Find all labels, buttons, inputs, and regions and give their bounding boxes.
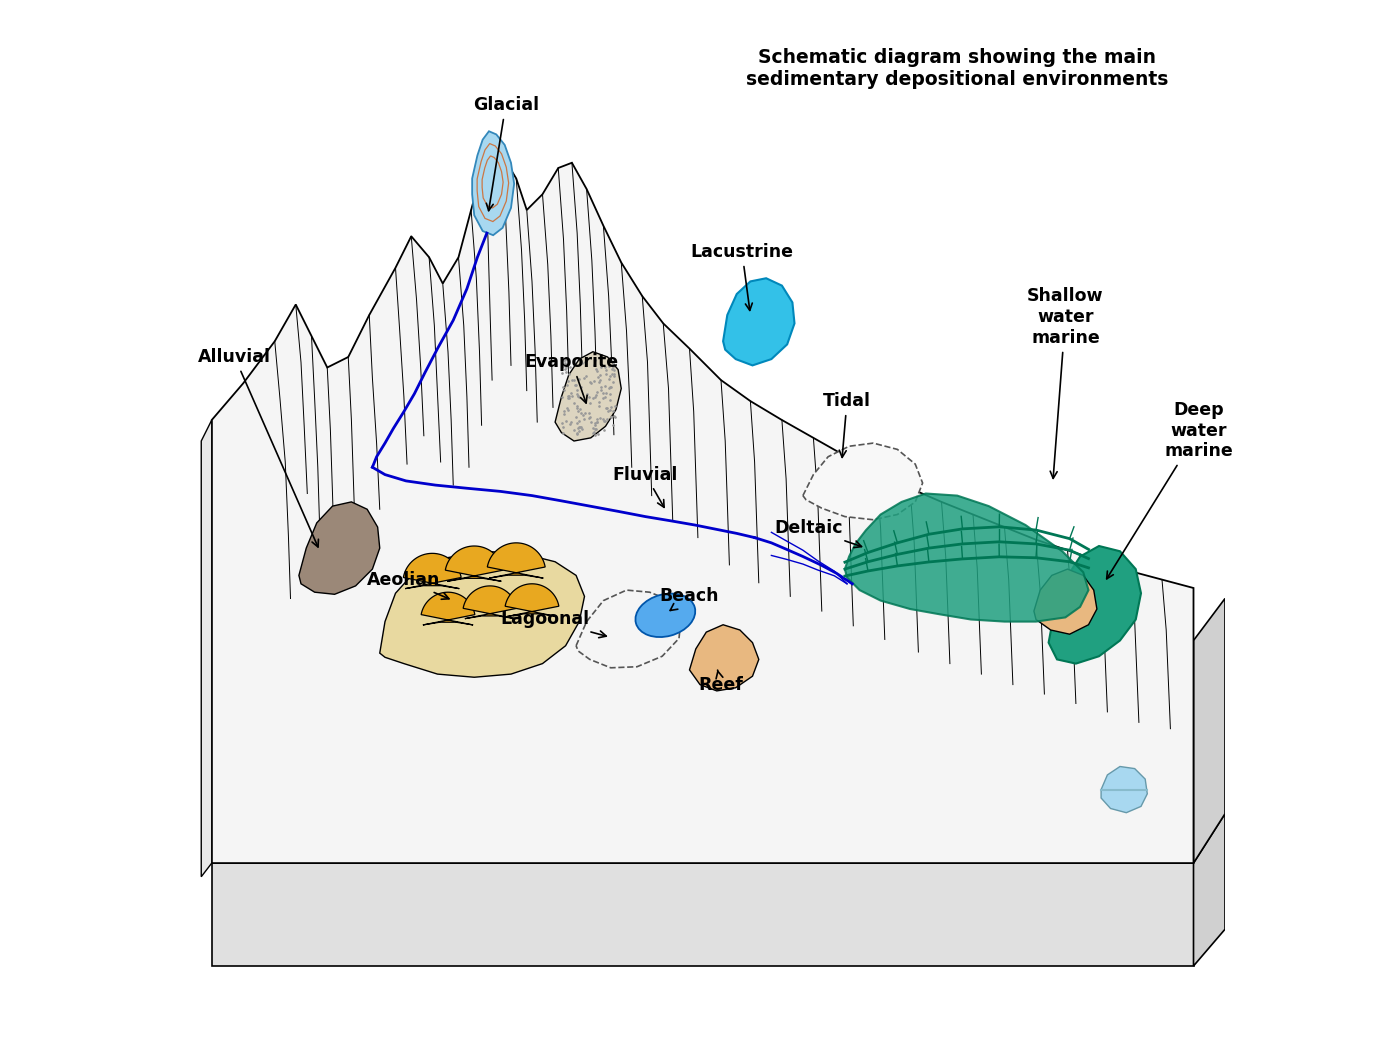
Polygon shape [804,443,923,520]
Polygon shape [724,278,795,365]
Text: Evaporite: Evaporite [525,353,619,403]
Polygon shape [1100,766,1148,813]
Polygon shape [463,586,517,618]
Text: Reef: Reef [699,670,743,694]
Text: Schematic diagram showing the main
sedimentary depositional environments: Schematic diagram showing the main sedim… [746,47,1169,89]
Ellipse shape [636,593,696,637]
Text: Deltaic: Deltaic [774,519,861,548]
Polygon shape [472,131,514,235]
Polygon shape [554,352,622,441]
Text: Beach: Beach [659,587,720,610]
Polygon shape [1049,546,1141,664]
Polygon shape [379,551,585,677]
Text: Aeolian: Aeolian [367,570,449,600]
Polygon shape [505,584,559,616]
Polygon shape [211,136,1193,863]
Text: Deep
water
marine: Deep water marine [1106,401,1233,579]
Text: Shallow
water
marine: Shallow water marine [1028,288,1103,479]
Polygon shape [445,546,503,582]
Polygon shape [300,502,379,594]
Polygon shape [211,863,1193,966]
Text: Lagoonal: Lagoonal [500,610,606,637]
Text: Tidal: Tidal [823,392,871,458]
Polygon shape [487,543,545,579]
Polygon shape [403,553,461,589]
Polygon shape [1033,569,1098,634]
Polygon shape [689,625,759,691]
Polygon shape [846,494,1089,622]
Polygon shape [1193,814,1225,966]
Polygon shape [421,592,475,625]
Text: Glacial: Glacial [473,96,539,211]
Text: Fluvial: Fluvial [613,465,678,507]
Polygon shape [1193,598,1225,863]
Polygon shape [202,420,211,877]
Text: Alluvial: Alluvial [199,348,318,547]
Text: Lacustrine: Lacustrine [690,243,794,311]
